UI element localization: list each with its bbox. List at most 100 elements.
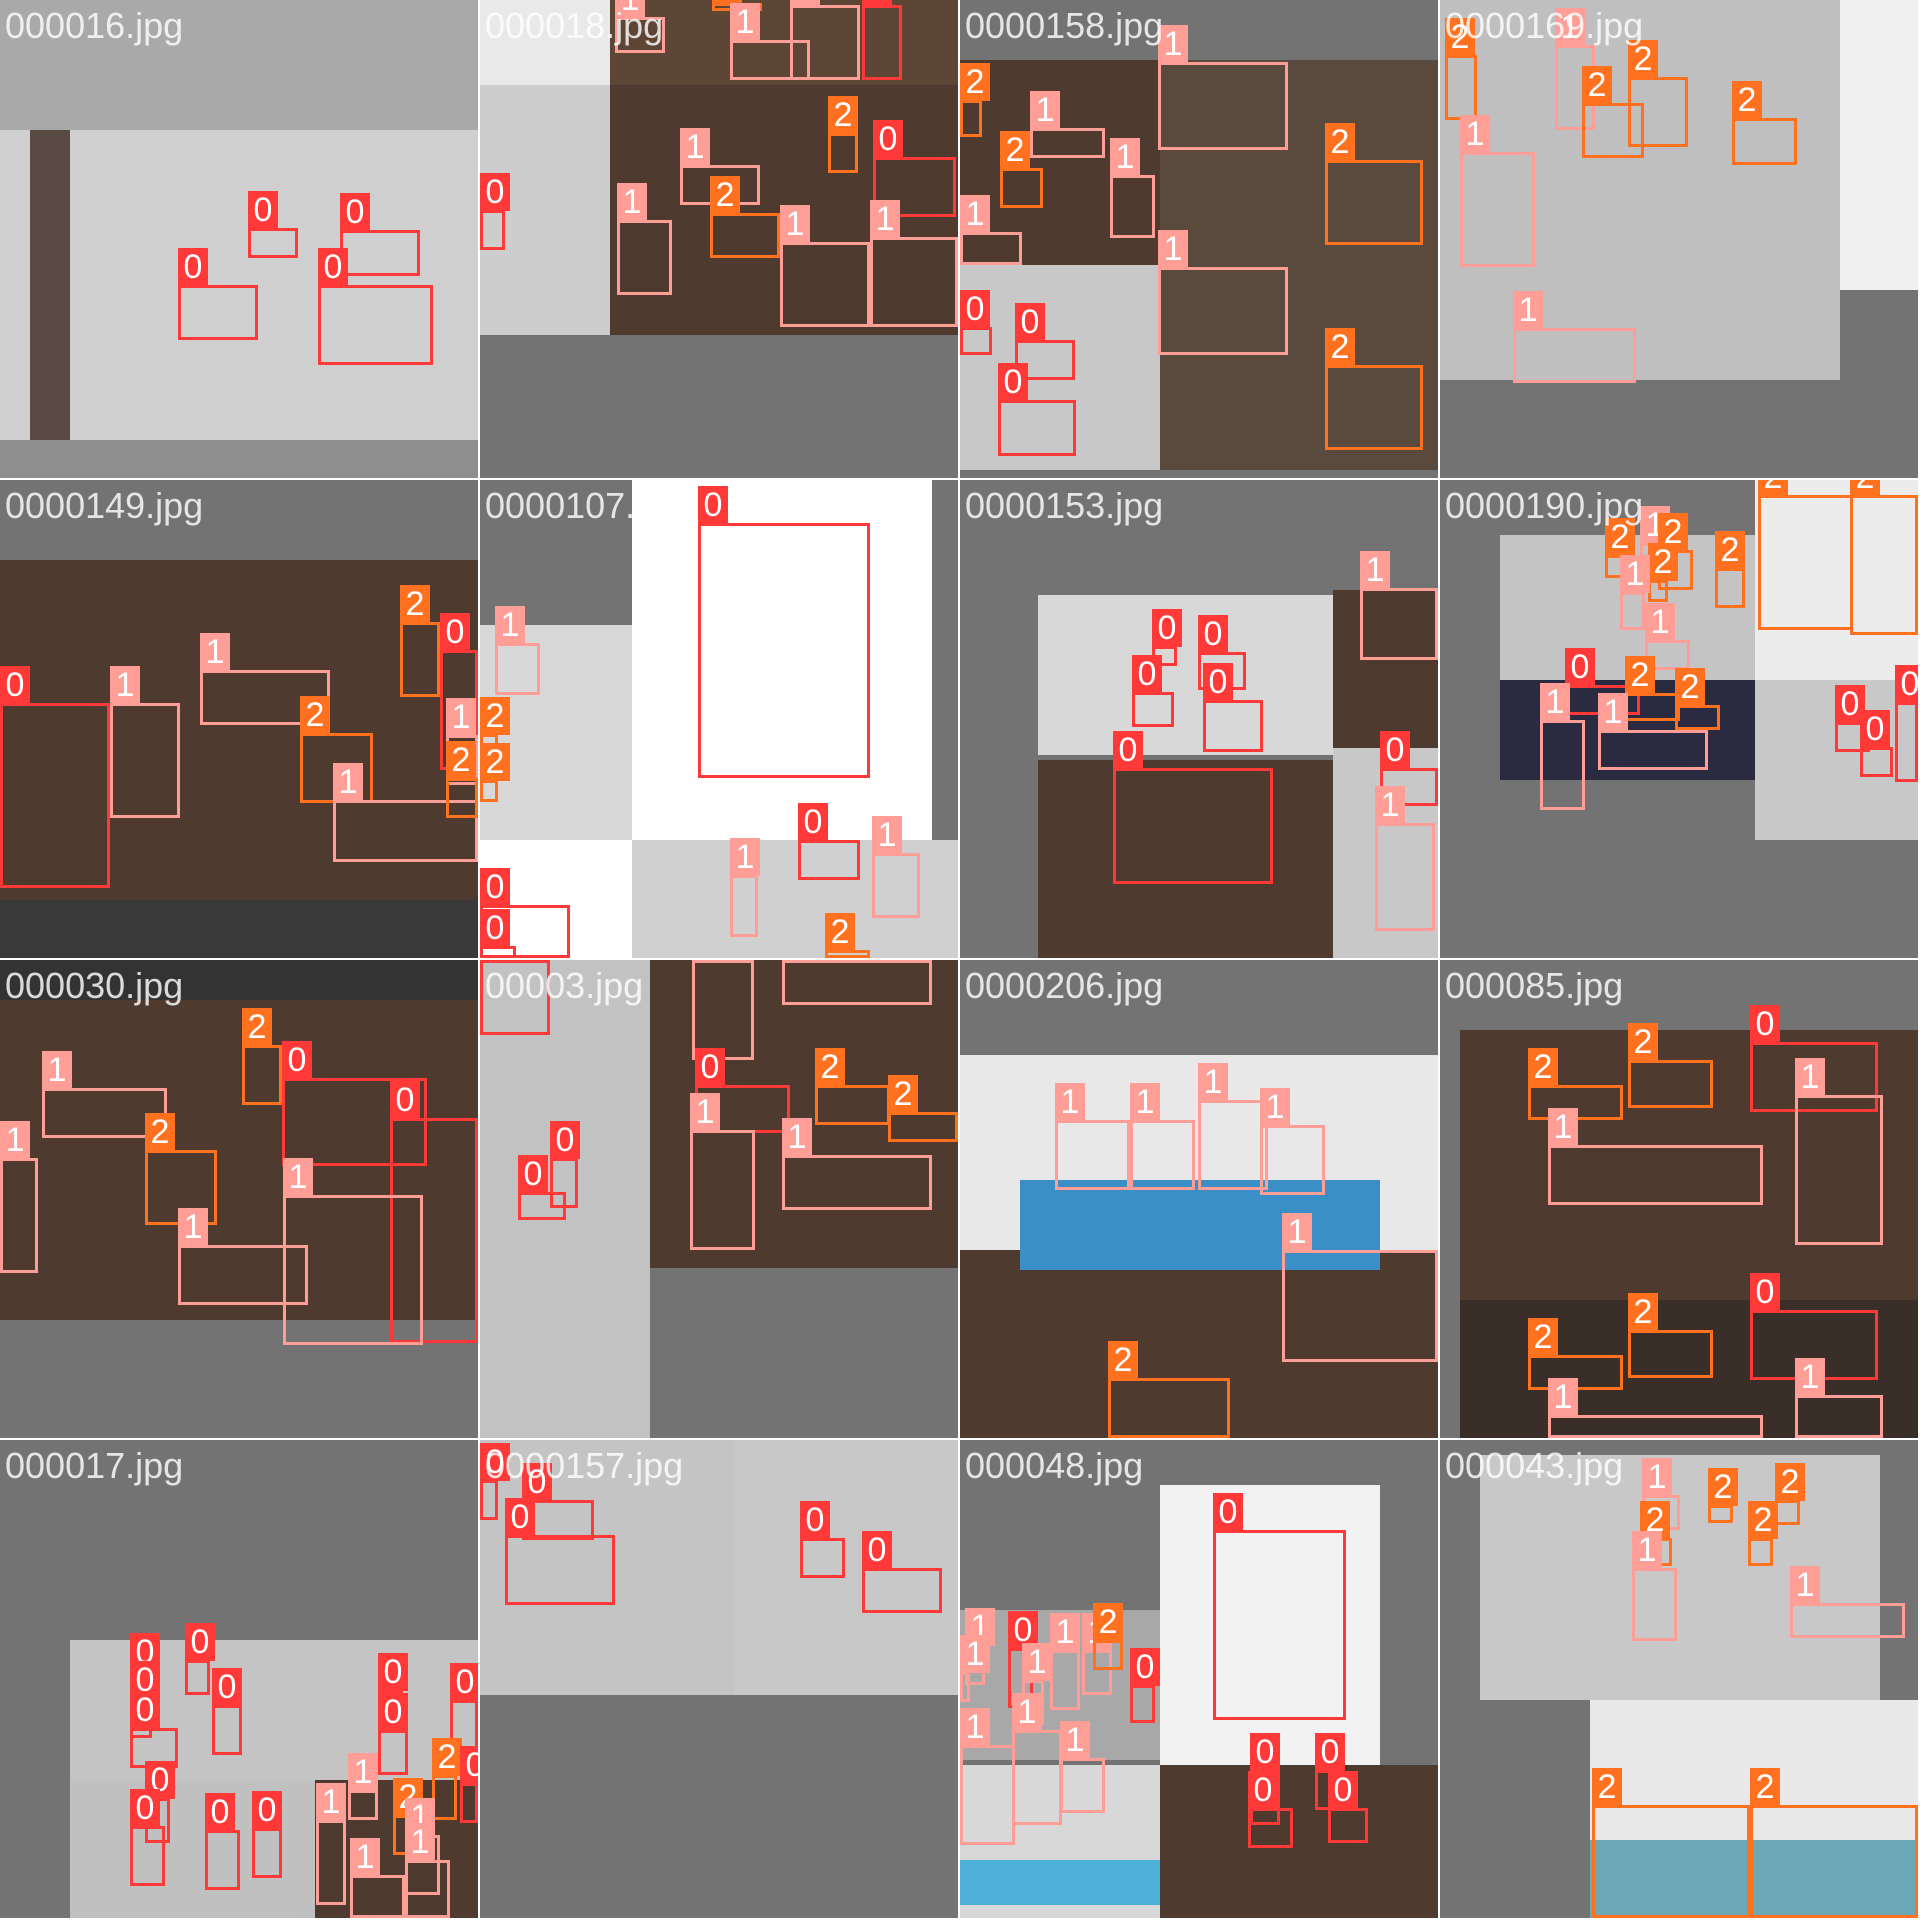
mosaic-tile: 1 2 2 2 2 1 1 2 2 000043.jpg (1440, 1440, 1918, 1918)
photo-region (960, 265, 1160, 470)
photo-region (1160, 1765, 1438, 1918)
detection-box: 0 (318, 248, 433, 365)
detection-box: 0 (390, 1081, 478, 1343)
class-label: 1 (782, 960, 812, 961)
class-label: 0 (550, 1121, 580, 1159)
detection-box: 1 (1030, 91, 1105, 158)
detection-box: 1 (780, 205, 870, 327)
detection-box: 1 (1050, 1613, 1080, 1710)
detection-box: 0 (480, 960, 550, 1035)
detection-box: 1 (1632, 1531, 1677, 1641)
detection-box: 1 (333, 763, 478, 862)
detection-box: 0 (480, 1443, 510, 1520)
detection-box: 2 (1445, 18, 1477, 120)
photo-region (0, 560, 478, 900)
detection-box: 2 (1628, 1023, 1713, 1108)
tile-filename: 000017.jpg (5, 1445, 184, 1486)
class-label: 1 (495, 606, 525, 644)
class-label: 2 (1675, 668, 1705, 706)
detection-box: 0 (185, 1623, 215, 1695)
class-label: 1 (0, 1121, 30, 1159)
mosaic-tile: 2 1 2 2 2 1 1 0000169.jpg (1440, 0, 1918, 478)
detection-box: 0 (1328, 1771, 1368, 1843)
mosaic-tile: 0 0 0 0 0 0 0 0 2 0 1 2 1 1 0 0 0 0 1 1 000017.jpg (0, 1440, 478, 1918)
class-label: 1 (692, 960, 722, 961)
detection-box: 2 (1708, 1468, 1738, 1523)
detection-box: 1 (283, 1158, 423, 1345)
class-label: 1 (780, 205, 810, 243)
class-label: 0 (1152, 609, 1182, 647)
photo-region (960, 1860, 1160, 1905)
class-label: 1 (42, 1051, 72, 1089)
class-label: 1 (1632, 1531, 1662, 1569)
tile-filename: 0000190.jpg (1445, 485, 1644, 526)
detection-box: 1 (617, 183, 672, 295)
class-label: 1 (1555, 8, 1585, 46)
tile-filename: 0000158.jpg (965, 5, 1164, 46)
detection-box: 2 (960, 63, 990, 137)
class-label: 0 (800, 1501, 830, 1539)
class-label: 2 (1628, 1023, 1658, 1061)
tile-filename: 000030.jpg (5, 965, 184, 1006)
detection-box: 2 (480, 743, 510, 802)
tile-filename: 000016.jpg (5, 5, 184, 46)
class-label: 2 (888, 1075, 918, 1113)
class-label: 1 (1158, 25, 1188, 63)
class-label: 0 (505, 1498, 535, 1536)
class-label: 1 (1030, 91, 1060, 129)
class-label: 0 (862, 1531, 892, 1569)
photo-region (30, 130, 70, 440)
class-label: 2 (1325, 328, 1355, 366)
detection-box: 0 (518, 1155, 566, 1220)
class-label: 2 (242, 1008, 272, 1046)
detection-box: 0 (130, 1789, 165, 1886)
class-label: 0 (1250, 1733, 1280, 1771)
detection-box: 1 (960, 1635, 990, 1702)
photo-region (1333, 590, 1438, 748)
detection-box: 2 (828, 96, 858, 173)
detection-box: 0 (698, 486, 870, 778)
class-label: 2 (1750, 1768, 1780, 1806)
detection-box: 0 (1130, 1648, 1160, 1723)
detection-box: 0 (1113, 731, 1273, 884)
class-label: 2 (1732, 81, 1762, 119)
detection-box: 2 (1625, 656, 1680, 721)
mosaic-tile: 0 0 0 0 0 0000157.jpg (480, 1440, 958, 1918)
detection-box: 1 (692, 960, 754, 1060)
photo-region (960, 1250, 1438, 1438)
class-label: 1 (690, 1093, 720, 1131)
detection-box: 2 (432, 1738, 462, 1820)
detection-box: 0 (130, 1691, 178, 1768)
class-label: 2 (432, 1738, 462, 1776)
class-label: 1 (1795, 1358, 1825, 1396)
photo-region (0, 960, 478, 1320)
tile-filename: 0000157.jpg (485, 1445, 684, 1486)
detection-box: 0 (800, 1501, 845, 1578)
class-label: 0 (480, 868, 510, 906)
detection-box: 0 (1132, 655, 1174, 727)
detection-box: 1 (1598, 693, 1708, 770)
class-label: 1 (680, 128, 710, 166)
detection-box: 1 (446, 698, 478, 785)
detection-box: 1 (1110, 138, 1155, 238)
detection-box: 2 (1325, 328, 1423, 450)
class-label: 0 (1198, 615, 1228, 653)
detection-box: 1 (730, 838, 760, 937)
class-label: 0 (248, 191, 278, 229)
class-label: 0 (695, 1048, 725, 1086)
photo-region (1480, 1455, 1880, 1700)
detection-box: 0 (1835, 685, 1870, 752)
detection-box: 2 (815, 1048, 890, 1125)
detection-box: 1 (782, 1118, 932, 1210)
class-label: 1 (178, 1208, 208, 1246)
class-label: 2 (1093, 1603, 1123, 1641)
detection-box: 1 (1375, 786, 1435, 931)
class-label: 2 (400, 585, 430, 623)
tile-filename: 0000206.jpg (965, 965, 1164, 1006)
detection-box: 1 (615, 0, 665, 53)
class-label: 1 (782, 1118, 812, 1156)
class-label: 2 (480, 743, 510, 781)
class-label: 2 (1108, 1341, 1138, 1379)
detection-box: 2 (1775, 1463, 1805, 1525)
class-label: 2 (825, 913, 855, 951)
